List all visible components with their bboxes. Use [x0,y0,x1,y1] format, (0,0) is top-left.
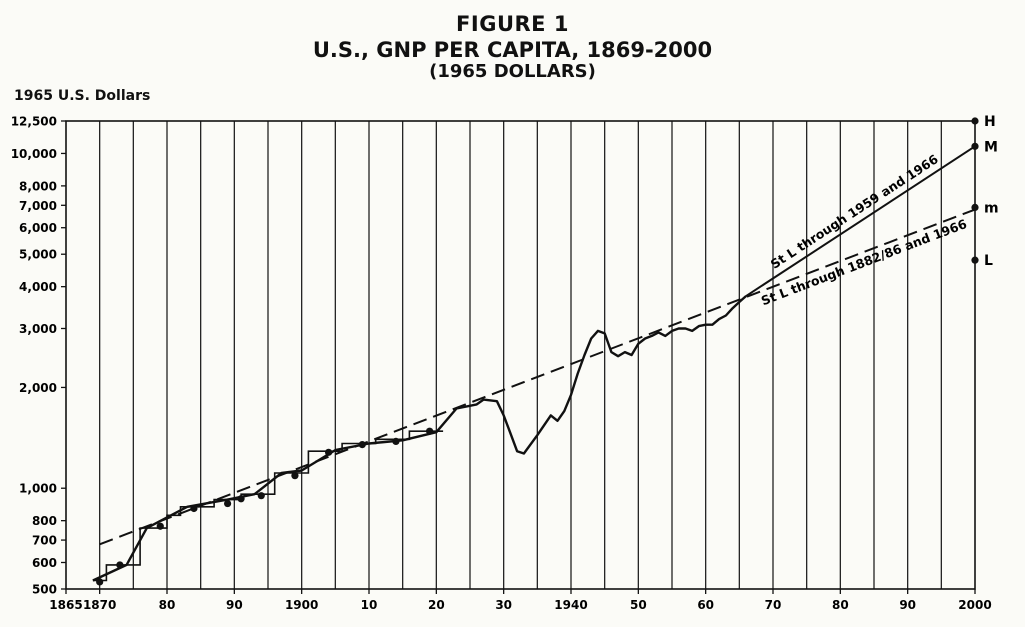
y-tick-label: 10,000 [11,147,57,161]
y-tick-label: 1,000 [19,482,57,496]
y-tick-label: 500 [32,583,57,597]
trend-line-solid [745,145,976,297]
data-point [325,448,333,456]
x-tick-label: 1940 [554,598,587,612]
y-tick-label: 3,000 [19,322,57,336]
y-tick-label: 4,000 [19,280,57,294]
y-tick-label: 700 [32,534,57,548]
chart-titles: FIGURE 1 U.S., GNP PER CAPITA, 1869-2000… [0,12,1025,82]
x-tick-label: 20 [428,598,445,612]
projection-label: H [984,114,996,130]
data-point [358,440,366,449]
y-axis-label: 1965 U.S. Dollars [14,88,151,104]
y-tick-label: 8,000 [19,179,57,193]
x-tick-label: 80 [832,598,849,612]
trend-label-solid: St L through 1959 and 1966 [768,151,941,271]
plot-frame [65,120,976,590]
projection-label: M [984,139,998,155]
data-point [190,504,198,513]
y-tick-label: 600 [32,556,57,570]
data-point [116,561,124,569]
x-tick-label: 90 [226,598,243,612]
x-tick-label: 30 [495,598,512,612]
x-tick-label: 90 [899,598,916,612]
y-tick-label: 7,000 [19,199,57,213]
data-point [291,472,299,480]
y-tick-label: 5,000 [19,248,57,262]
x-tick-label: 1865 [49,598,82,612]
data-point [392,437,400,445]
projection-label: L [984,253,993,269]
x-tick-label: 60 [697,598,714,612]
data-point [426,427,434,435]
data-point [237,495,245,503]
projection-label: m [984,200,999,216]
y-tick-label: 12,500 [11,115,57,129]
data-point [257,492,265,500]
y-tick-label: 800 [32,514,57,528]
chart-title: U.S., GNP PER CAPITA, 1869-2000 [312,38,713,62]
data-point [224,499,232,508]
x-tick-label: 80 [159,598,176,612]
data-point [971,117,979,125]
x-tick-label: 10 [361,598,378,612]
data-point [971,256,979,264]
x-tick-label: 1870 [83,598,116,612]
annual-series-line [92,295,747,582]
y-tick-label: 6,000 [19,221,57,235]
x-tick-label: 50 [630,598,647,612]
y-tick-label: 2,000 [19,381,57,395]
trend-line-dashed [99,208,976,546]
x-tick-label: 70 [765,598,782,612]
data-point [971,203,979,211]
chart-subtitle: (1965 DOLLARS) [429,61,596,82]
x-tick-label: 1900 [285,598,318,612]
data-point [971,142,979,150]
data-point [156,522,164,530]
figure-label: FIGURE 1 [456,12,569,36]
data-point [96,578,104,586]
x-tick-label: 2000 [958,598,991,612]
